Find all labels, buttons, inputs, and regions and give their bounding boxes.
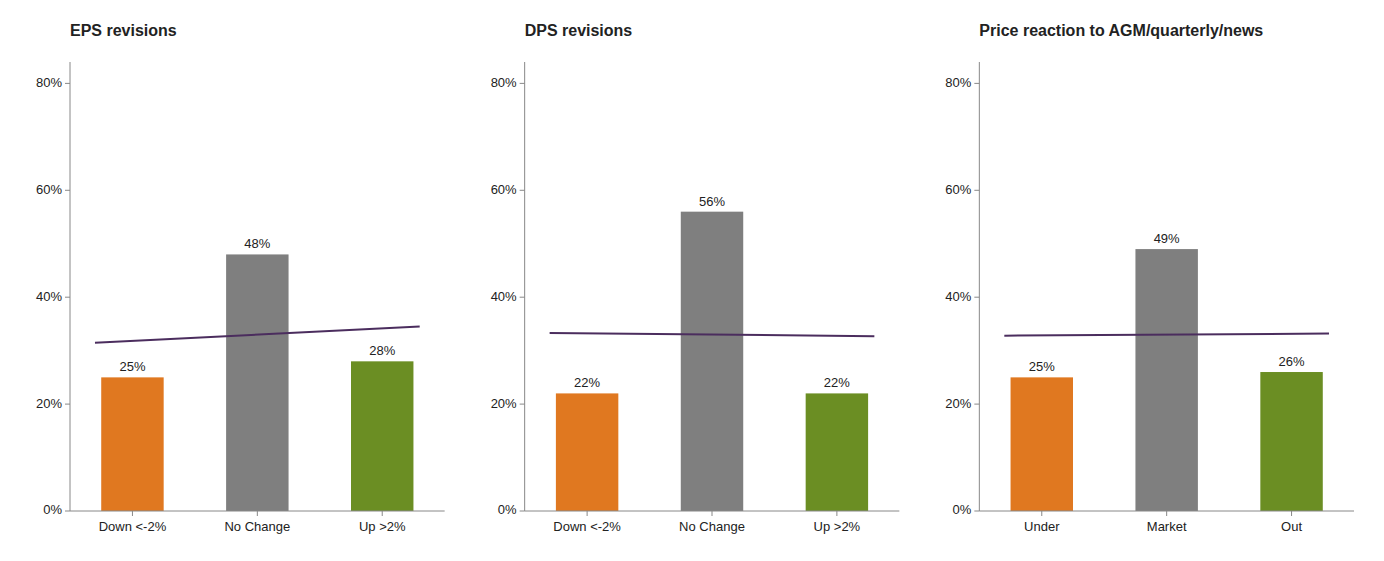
y-axis-line — [979, 62, 980, 511]
chart-panel: DPS revisions 0% 20% 40% 60% 80% Down <-2% No C… — [491, 22, 900, 534]
data-label: 28% — [369, 343, 395, 358]
y-tick — [65, 83, 70, 84]
data-label: 56% — [699, 194, 725, 209]
data-label: 25% — [119, 359, 145, 374]
bar — [351, 361, 413, 511]
x-tick-label: Down <-2% — [99, 519, 167, 534]
bar — [806, 393, 868, 511]
y-tick — [520, 83, 525, 84]
y-tick-label: 80% — [945, 75, 971, 90]
x-tick-label: No Change — [679, 519, 745, 534]
data-label: 22% — [574, 375, 600, 390]
plot-area — [550, 212, 875, 511]
x-tick-label: Under — [1024, 519, 1060, 534]
bar — [681, 212, 743, 511]
bar — [556, 393, 618, 511]
x-tick — [1041, 511, 1042, 516]
y-tick-label: 80% — [491, 75, 517, 90]
chart-panel: EPS revisions 0% 20% 40% 60% 80% Down <-2% No C… — [36, 22, 445, 534]
y-tick-label: 60% — [36, 182, 62, 197]
x-tick — [257, 511, 258, 516]
y-axis-line — [70, 62, 71, 511]
y-tick-label: 60% — [491, 182, 517, 197]
data-label: 26% — [1279, 354, 1305, 369]
y-tick — [520, 404, 525, 405]
x-tick-label: No Change — [224, 519, 290, 534]
y-tick-label: 0% — [43, 502, 62, 517]
y-tick — [974, 190, 979, 191]
bar — [101, 377, 163, 511]
y-tick — [65, 190, 70, 191]
x-tick-label: Out — [1281, 519, 1302, 534]
x-tick — [132, 511, 133, 516]
trend-line — [550, 333, 875, 336]
x-tick — [836, 511, 837, 516]
y-tick — [974, 404, 979, 405]
bar — [226, 254, 288, 511]
x-tick — [712, 511, 713, 516]
bar — [1135, 249, 1197, 511]
chart-title: EPS revisions — [70, 22, 177, 39]
chart-panel: Price reaction to AGM/quarterly/news 0% 20… — [945, 22, 1354, 534]
y-tick — [65, 297, 70, 298]
x-tick — [1166, 511, 1167, 516]
data-label: 22% — [824, 375, 850, 390]
y-tick-label: 0% — [953, 502, 972, 517]
y-tick-label: 40% — [491, 289, 517, 304]
x-tick — [382, 511, 383, 516]
x-tick — [1291, 511, 1292, 516]
y-tick — [974, 83, 979, 84]
x-tick-label: Up >2% — [359, 519, 406, 534]
y-tick — [520, 297, 525, 298]
y-tick-label: 20% — [491, 396, 517, 411]
trend-line — [95, 327, 420, 343]
data-label: 25% — [1029, 359, 1055, 374]
trend-line — [1004, 334, 1329, 336]
y-axis-line — [524, 62, 525, 511]
data-label: 49% — [1154, 231, 1180, 246]
y-tick — [65, 511, 70, 512]
x-tick-label: Market — [1147, 519, 1187, 534]
y-tick-label: 40% — [36, 289, 62, 304]
y-tick-label: 40% — [945, 289, 971, 304]
y-tick — [974, 297, 979, 298]
x-tick-label: Up >2% — [814, 519, 861, 534]
y-tick-label: 60% — [945, 182, 971, 197]
y-tick — [974, 511, 979, 512]
x-tick-label: Down <-2% — [553, 519, 621, 534]
y-tick-label: 0% — [498, 502, 517, 517]
y-tick-label: 20% — [945, 396, 971, 411]
chart-title: DPS revisions — [525, 22, 633, 39]
x-tick — [587, 511, 588, 516]
chart-title: Price reaction to AGM/quarterly/news — [979, 22, 1263, 39]
bar — [1260, 372, 1322, 511]
y-tick-label: 20% — [36, 396, 62, 411]
plot-area — [95, 254, 420, 511]
figure: EPS revisions 0% 20% 40% 60% 80% Down <-2% No C… — [0, 0, 1384, 561]
bar — [1011, 377, 1073, 511]
y-tick — [65, 404, 70, 405]
plot-area — [1004, 249, 1329, 511]
data-label: 48% — [244, 236, 270, 251]
y-tick-label: 80% — [36, 75, 62, 90]
y-tick — [520, 511, 525, 512]
y-tick — [520, 190, 525, 191]
